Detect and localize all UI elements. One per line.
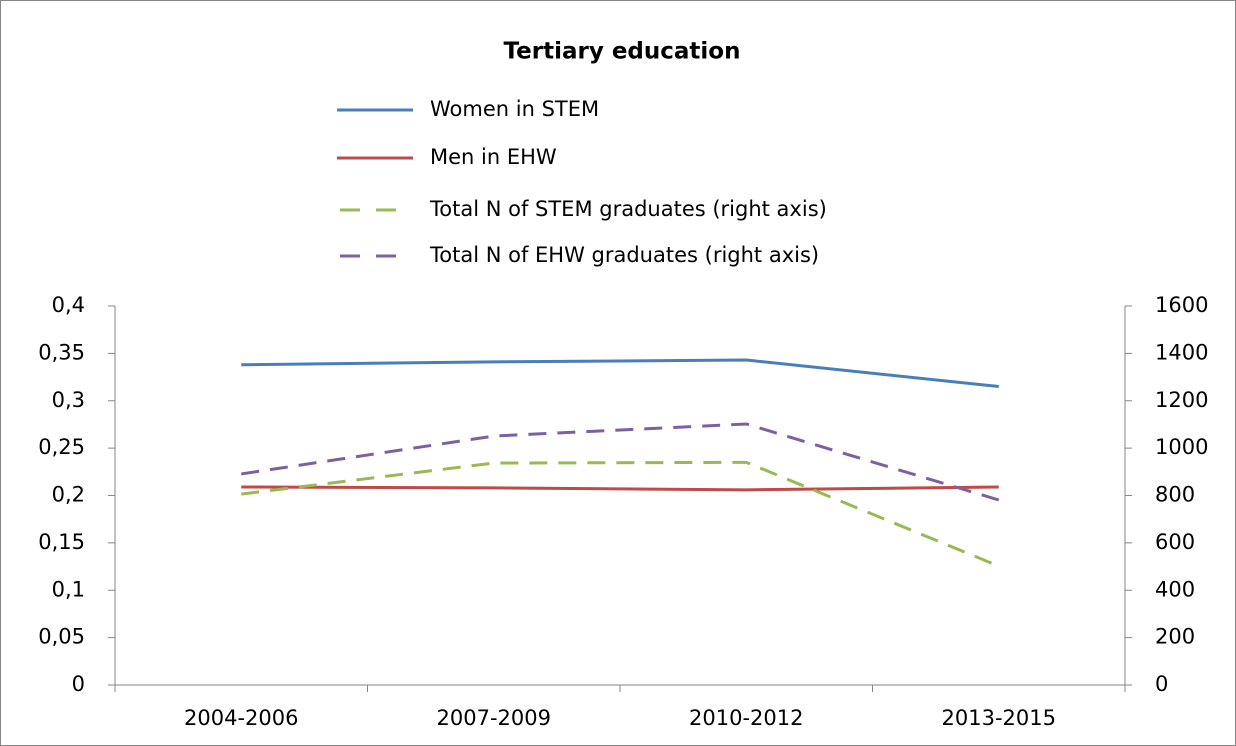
- y2-tick-label: 0: [1155, 672, 1168, 696]
- y-tick-label: 0,1: [52, 577, 85, 601]
- x-tick-label: 2010-2012: [689, 706, 803, 730]
- y2-tick-label: 200: [1155, 625, 1195, 649]
- line-series: [241, 485, 999, 492]
- y2-tick-label: 400: [1155, 577, 1195, 601]
- legend-label: Men in EHW: [430, 145, 557, 169]
- y-tick-label: 0,3: [52, 388, 85, 412]
- y2-tick-label: 1600: [1155, 293, 1208, 317]
- chart-title: Tertiary education: [504, 39, 741, 65]
- line-series: [241, 460, 1000, 568]
- y2-tick-label: 1400: [1155, 340, 1208, 364]
- line-series: [241, 358, 999, 389]
- y2-tick-label: 1200: [1155, 388, 1208, 412]
- y2-tick-label: 800: [1155, 483, 1195, 507]
- y-tick-label: 0,05: [38, 625, 85, 649]
- legend-label: Women in STEM: [430, 97, 599, 121]
- y-tick-label: 0,25: [38, 435, 85, 459]
- legend-label: Total N of STEM graduates (right axis): [429, 197, 827, 221]
- legend-label: Total N of EHW graduates (right axis): [429, 243, 819, 267]
- y-tick-label: 0,35: [38, 340, 85, 364]
- line-series: [241, 422, 1000, 502]
- x-tick-label: 2004-2006: [184, 706, 298, 730]
- y2-tick-label: 1000: [1155, 435, 1208, 459]
- y-tick-label: 0,2: [52, 483, 85, 507]
- y-tick-label: 0: [72, 672, 85, 696]
- y2-tick-label: 600: [1155, 530, 1195, 554]
- x-tick-label: 2013-2015: [942, 706, 1056, 730]
- x-tick-label: 2007-2009: [437, 706, 551, 730]
- y-tick-label: 0,15: [38, 530, 85, 554]
- y-tick-label: 0,4: [52, 293, 85, 317]
